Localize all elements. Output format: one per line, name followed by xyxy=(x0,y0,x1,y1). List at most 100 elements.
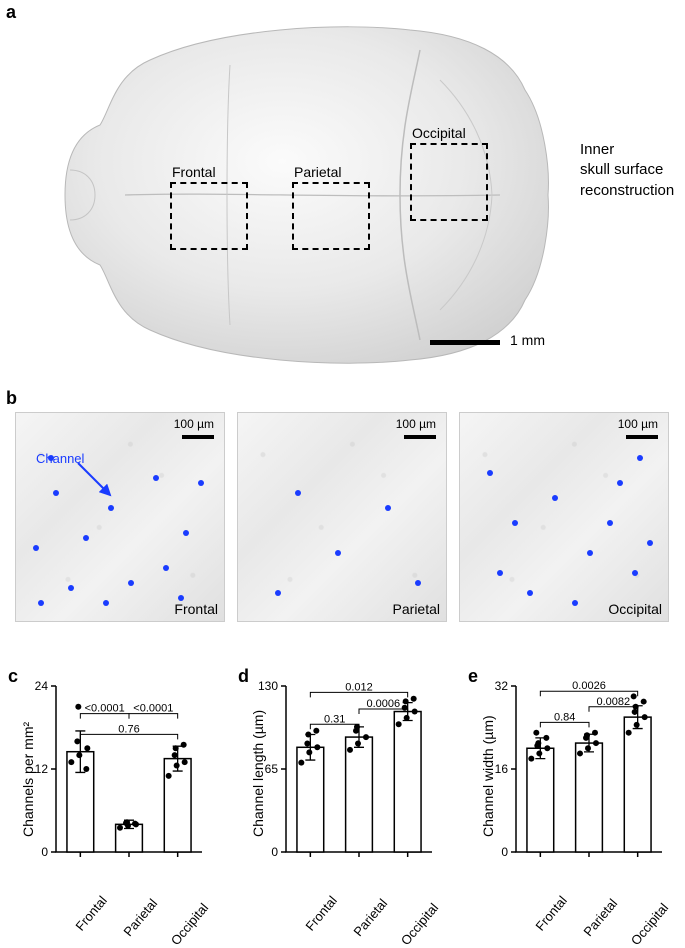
data-point xyxy=(631,693,637,699)
svg-text:32: 32 xyxy=(495,679,509,693)
bar-chart: 0651300.310.00060.012 xyxy=(238,672,438,922)
channel-dot xyxy=(647,540,653,546)
data-point xyxy=(74,738,80,744)
channel-dot xyxy=(335,550,341,556)
p-value: <0.0001 xyxy=(85,703,125,715)
roi-frontal-label: Frontal xyxy=(172,164,216,180)
micrograph-scale-text: 100 µm xyxy=(174,417,214,431)
data-point xyxy=(182,759,188,765)
data-point xyxy=(313,728,319,734)
data-point xyxy=(626,730,632,736)
p-value: <0.0001 xyxy=(133,703,173,715)
caption-line3: reconstruction xyxy=(580,182,674,199)
data-point xyxy=(632,709,638,715)
bar-chart: 016320.840.00820.0026 xyxy=(468,672,668,922)
channel-dot xyxy=(153,475,159,481)
panel-d: d 0651300.310.00060.012Channel length (µ… xyxy=(238,672,443,932)
data-point xyxy=(404,715,410,721)
data-point xyxy=(533,730,539,736)
channel-dot xyxy=(607,520,613,526)
channel-dot xyxy=(385,505,391,511)
channel-dot xyxy=(497,570,503,576)
data-point xyxy=(124,819,130,825)
svg-text:130: 130 xyxy=(258,679,278,693)
panel-e: e 016320.840.00820.0026Channel width (µm… xyxy=(468,672,673,932)
panel-b-label: b xyxy=(6,388,17,409)
channel-dot xyxy=(632,570,638,576)
channel-dot xyxy=(183,530,189,536)
channel-dot xyxy=(487,470,493,476)
roi-frontal-box xyxy=(170,182,248,250)
channel-arrow-icon xyxy=(76,461,124,509)
data-point xyxy=(304,740,310,746)
data-point xyxy=(181,742,187,748)
panel-c: c 01224<0.00010.76<0.0001Channels per mm… xyxy=(8,672,213,932)
panel-a-label: a xyxy=(6,2,16,23)
svg-text:0: 0 xyxy=(271,845,278,859)
micrograph-occipital: Occipital100 µm xyxy=(459,412,669,622)
micrograph-scale-bar xyxy=(626,435,658,439)
channel-dot xyxy=(103,600,109,606)
data-point xyxy=(411,696,417,702)
data-point xyxy=(403,698,409,704)
data-point xyxy=(543,735,549,741)
svg-text:0: 0 xyxy=(41,845,48,859)
data-point xyxy=(592,730,598,736)
channel-dot xyxy=(512,520,518,526)
micrograph-label: Occipital xyxy=(608,601,662,617)
channel-dot xyxy=(572,600,578,606)
bar xyxy=(164,759,191,852)
data-point xyxy=(355,740,361,746)
data-point xyxy=(117,825,123,831)
p-value: 0.84 xyxy=(554,711,575,723)
y-axis-label: Channels per mm² xyxy=(20,722,36,837)
data-point xyxy=(305,732,311,738)
panel-a-scale-text: 1 mm xyxy=(510,332,545,348)
roi-occipital-label: Occipital xyxy=(412,125,466,141)
data-point xyxy=(298,760,304,766)
caption-line2: skull surface xyxy=(580,161,663,178)
svg-text:16: 16 xyxy=(495,762,509,776)
p-value: 0.76 xyxy=(118,723,139,735)
data-point xyxy=(584,732,590,738)
data-point xyxy=(642,714,648,720)
data-point xyxy=(544,745,550,751)
panel-a-caption: Inner skull surface reconstruction xyxy=(580,140,674,201)
micrograph-parietal: Parietal100 µm xyxy=(237,412,447,622)
micrograph-frontal: Frontal100 µmChannel xyxy=(15,412,225,622)
channel-dot xyxy=(637,455,643,461)
channel-dot xyxy=(53,490,59,496)
data-point xyxy=(76,752,82,758)
svg-text:0: 0 xyxy=(501,845,508,859)
data-point xyxy=(84,745,90,751)
data-point xyxy=(634,722,640,728)
channel-dot xyxy=(83,535,89,541)
bar xyxy=(576,743,603,852)
channel-dot xyxy=(587,550,593,556)
bar xyxy=(527,748,554,852)
data-point xyxy=(132,821,138,827)
data-point xyxy=(347,747,353,753)
bar xyxy=(624,717,651,852)
svg-text:12: 12 xyxy=(35,762,49,776)
channel-dot xyxy=(38,600,44,606)
roi-parietal-label: Parietal xyxy=(294,164,341,180)
channel-dot xyxy=(552,495,558,501)
data-point xyxy=(68,759,74,765)
data-point xyxy=(593,740,599,746)
roi-parietal-box xyxy=(292,182,370,250)
data-point xyxy=(363,734,369,740)
data-point xyxy=(174,763,180,769)
data-point xyxy=(536,750,542,756)
channel-dot xyxy=(198,480,204,486)
data-point xyxy=(535,740,541,746)
panel-a: a Frontal Parietal Occipital Inner skull… xyxy=(0,0,685,370)
data-point xyxy=(166,773,172,779)
roi-occipital-box xyxy=(410,143,488,221)
data-point xyxy=(585,745,591,751)
bar-chart: 0 12 24 <0.0001 0.76 <0.0001 xyxy=(8,672,208,922)
data-point xyxy=(577,750,583,756)
svg-text:24: 24 xyxy=(35,679,49,693)
data-point xyxy=(172,752,178,758)
channel-dot xyxy=(527,590,533,596)
